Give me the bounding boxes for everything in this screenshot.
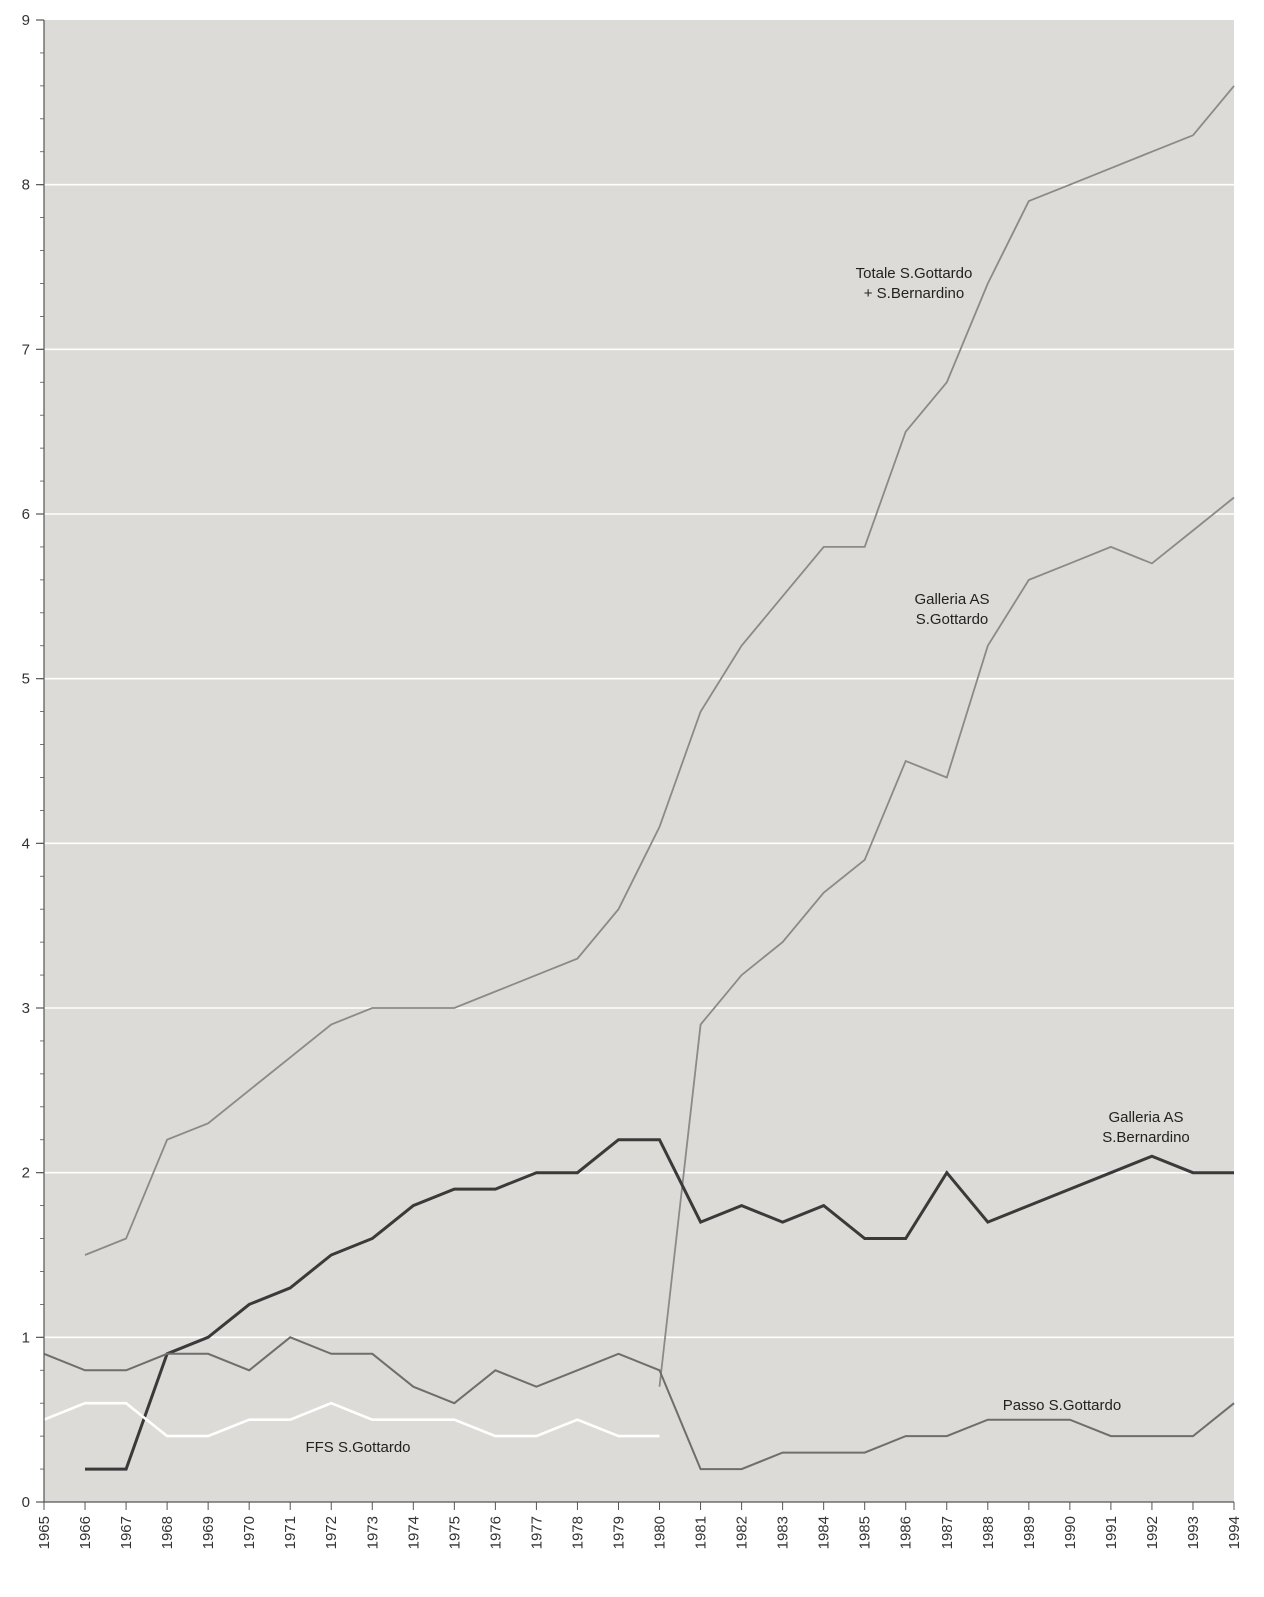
x-tick-label-1981: 1981 [693,1516,710,1549]
y-tick-label-5: 5 [22,671,30,688]
x-tick-label-1988: 1988 [980,1516,997,1549]
x-tick-label-1969: 1969 [200,1516,217,1549]
x-tick-label-1987: 1987 [939,1516,956,1549]
x-tick-label-1986: 1986 [898,1516,915,1549]
x-tick-label-1978: 1978 [569,1516,586,1549]
x-tick-label-1993: 1993 [1185,1516,1202,1549]
x-tick-label-1979: 1979 [610,1516,627,1549]
y-tick-label-7: 7 [22,341,30,358]
x-tick-label-1972: 1972 [323,1516,340,1549]
x-tick-label-1971: 1971 [282,1516,299,1549]
y-tick-label-0: 0 [22,1494,30,1511]
series-label-0-line-0: Totale S.Gottardo [856,265,973,282]
x-tick-label-1991: 1991 [1103,1516,1120,1549]
x-tick-label-1975: 1975 [446,1516,463,1549]
x-tick-label-1982: 1982 [734,1516,751,1549]
x-tick-label-1992: 1992 [1144,1516,1161,1549]
series-label-3-line-0: Passo S.Gottardo [1003,1397,1121,1414]
y-tick-label-4: 4 [22,835,30,852]
x-tick-label-1994: 1994 [1226,1516,1243,1549]
series-label-1-line-1: S.Gottardo [916,611,989,628]
x-tick-label-1980: 1980 [652,1516,669,1549]
y-tick-label-9: 9 [22,12,30,29]
x-tick-label-1976: 1976 [487,1516,504,1549]
y-tick-label-6: 6 [22,506,30,523]
x-tick-label-1966: 1966 [77,1516,94,1549]
y-tick-label-8: 8 [22,177,30,194]
x-tick-label-1983: 1983 [775,1516,792,1549]
x-tick-label-1968: 1968 [159,1516,176,1549]
y-tick-label-2: 2 [22,1165,30,1182]
x-tick-label-1989: 1989 [1021,1516,1038,1549]
x-tick-label-1970: 1970 [241,1516,258,1549]
x-tick-label-1974: 1974 [405,1516,422,1549]
x-tick-label-1985: 1985 [857,1516,874,1549]
x-tick-label-1984: 1984 [816,1516,833,1549]
series-label-2-line-1: S.Bernardino [1102,1129,1190,1146]
x-tick-label-1973: 1973 [364,1516,381,1549]
series-label-4-line-0: FFS S.Gottardo [305,1439,410,1456]
series-label-0-line-1: + S.Bernardino [864,285,964,302]
plot-background [44,20,1234,1502]
x-tick-label-1990: 1990 [1062,1516,1079,1549]
x-tick-label-1967: 1967 [118,1516,135,1549]
series-label-1-line-0: Galleria AS [914,591,989,608]
y-tick-label-3: 3 [22,1000,30,1017]
series-label-2-line-0: Galleria AS [1108,1109,1183,1126]
y-tick-label-1: 1 [22,1329,30,1346]
x-tick-label-1965: 1965 [36,1516,53,1549]
x-tick-label-1977: 1977 [528,1516,545,1549]
